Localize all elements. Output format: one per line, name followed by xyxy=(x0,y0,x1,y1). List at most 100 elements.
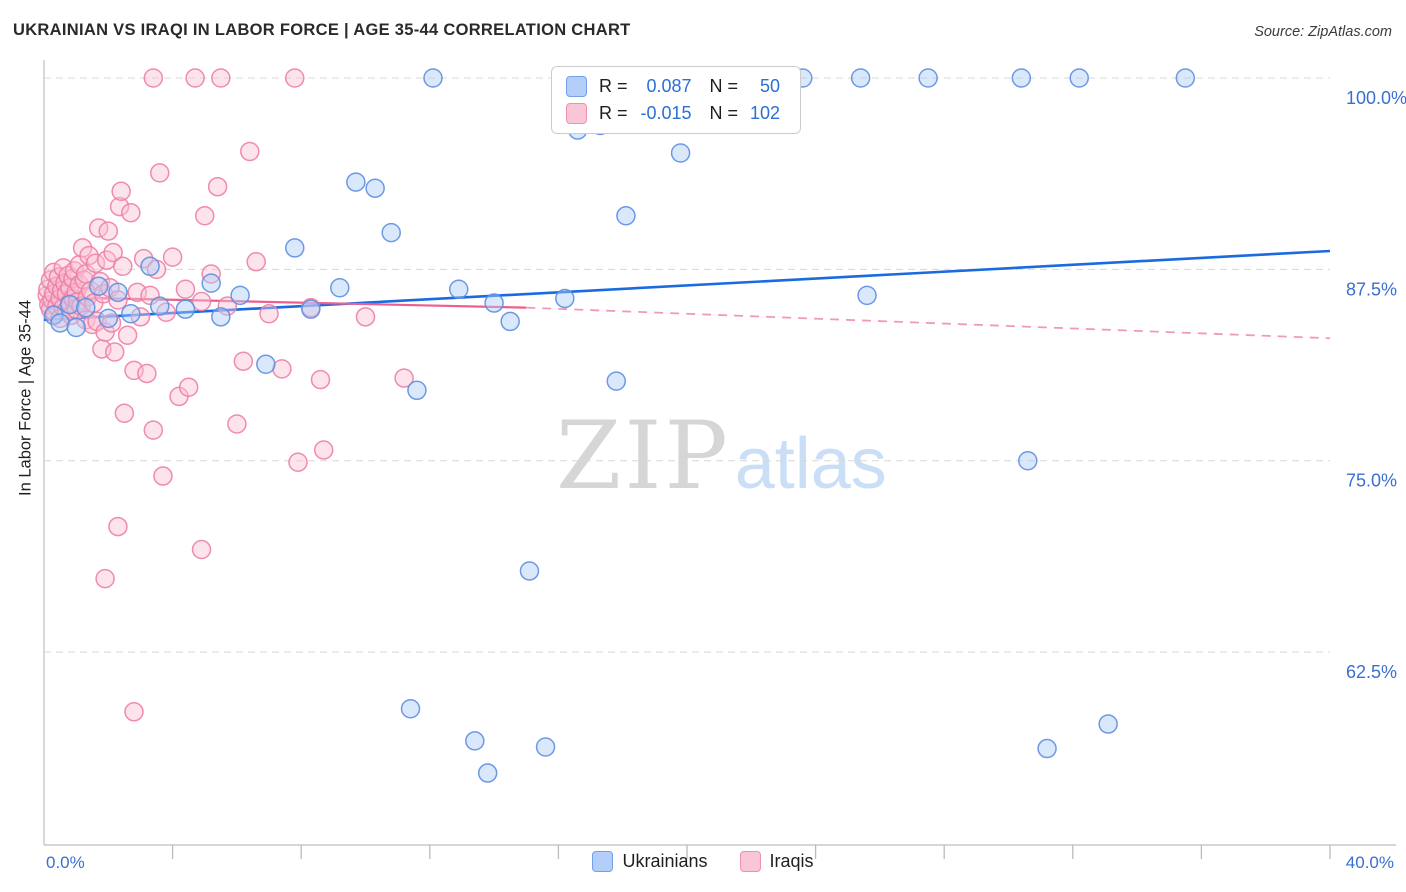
point-ukrainians[interactable] xyxy=(1037,738,1057,759)
point-ukrainians[interactable] xyxy=(59,294,80,315)
point-iraqis[interactable] xyxy=(108,290,128,310)
point-ukrainians[interactable] xyxy=(149,296,170,316)
point-iraqis[interactable] xyxy=(143,68,164,88)
point-ukrainians[interactable] xyxy=(175,299,196,319)
point-ukrainians[interactable] xyxy=(484,293,504,313)
point-iraqis[interactable] xyxy=(191,291,212,312)
legend-item-ukrainians[interactable]: Ukrainians xyxy=(592,851,708,872)
point-iraqis[interactable] xyxy=(124,702,144,722)
point-iraqis[interactable] xyxy=(114,403,135,424)
point-ukrainians[interactable] xyxy=(616,206,636,226)
point-iraqis[interactable] xyxy=(103,242,123,263)
point-iraqis[interactable] xyxy=(149,163,170,183)
point-iraqis[interactable] xyxy=(143,420,164,440)
point-iraqis[interactable] xyxy=(227,414,247,434)
point-ukrainians[interactable] xyxy=(1018,450,1038,471)
point-ukrainians[interactable] xyxy=(121,304,141,324)
point-iraqis[interactable] xyxy=(178,377,199,397)
point-ukrainians[interactable] xyxy=(500,311,520,332)
n-value: 102 xyxy=(749,103,781,123)
point-iraqis[interactable] xyxy=(394,368,414,388)
point-ukrainians[interactable] xyxy=(407,380,427,401)
point-ukrainians[interactable] xyxy=(211,307,231,327)
point-iraqis[interactable] xyxy=(109,196,130,217)
correlation-legend: R = 0.087 N = 50 R = -0.015 N = 102 xyxy=(551,66,802,134)
point-ukrainians[interactable] xyxy=(98,308,119,329)
point-ukrainians[interactable] xyxy=(670,143,691,163)
ukrainians-swatch[interactable] xyxy=(566,76,587,97)
point-ukrainians[interactable] xyxy=(301,299,321,319)
point-ukrainians[interactable] xyxy=(606,371,627,391)
point-iraqis[interactable] xyxy=(185,68,205,88)
point-ukrainians[interactable] xyxy=(857,285,877,306)
point-ukrainians[interactable] xyxy=(230,285,250,306)
point-ukrainians[interactable] xyxy=(88,276,109,296)
point-ukrainians[interactable] xyxy=(76,297,96,318)
point-iraqis[interactable] xyxy=(108,516,128,537)
point-ukrainians[interactable] xyxy=(477,763,498,783)
point-ukrainians[interactable] xyxy=(285,238,305,258)
point-iraqis[interactable] xyxy=(140,285,160,306)
point-iraqis[interactable] xyxy=(191,539,212,560)
point-ukrainians[interactable] xyxy=(519,561,540,581)
point-iraqis[interactable] xyxy=(104,342,125,362)
point-ukrainians[interactable] xyxy=(1011,68,1032,88)
point-iraqis[interactable] xyxy=(246,251,266,272)
point-iraqis[interactable] xyxy=(211,68,231,88)
point-iraqis[interactable] xyxy=(285,68,305,88)
point-iraqis[interactable] xyxy=(98,221,119,241)
point-iraqis[interactable] xyxy=(153,466,173,486)
point-iraqis[interactable] xyxy=(207,176,228,197)
point-ukrainians[interactable] xyxy=(850,68,871,88)
point-iraqis[interactable] xyxy=(310,369,331,390)
point-iraqis[interactable] xyxy=(217,296,238,316)
point-iraqis[interactable] xyxy=(113,256,133,277)
point-iraqis[interactable] xyxy=(313,440,334,460)
point-ukrainians[interactable] xyxy=(108,282,128,303)
point-ukrainians[interactable] xyxy=(66,317,86,338)
point-iraqis[interactable] xyxy=(240,141,260,162)
legend-item-iraqis[interactable]: Iraqis xyxy=(739,851,814,872)
point-ukrainians[interactable] xyxy=(140,256,160,277)
point-ukrainians[interactable] xyxy=(201,273,221,293)
point-iraqis[interactable] xyxy=(117,325,138,345)
point-iraqis[interactable] xyxy=(133,248,154,269)
point-iraqis[interactable] xyxy=(162,247,183,267)
n-value: 50 xyxy=(760,76,781,96)
point-ukrainians[interactable] xyxy=(1098,714,1118,734)
point-ukrainians[interactable] xyxy=(400,698,421,719)
point-ukrainians[interactable] xyxy=(448,279,469,300)
point-ukrainians[interactable] xyxy=(423,68,443,88)
point-iraqis[interactable] xyxy=(111,181,131,202)
point-iraqis[interactable] xyxy=(72,238,93,258)
point-ukrainians[interactable] xyxy=(50,313,70,333)
point-iraqis[interactable] xyxy=(272,359,292,379)
legend-label-ukrainians: Ukrainians xyxy=(622,851,708,871)
point-ukrainians[interactable] xyxy=(465,731,485,751)
point-ukrainians[interactable] xyxy=(1175,68,1196,88)
point-ukrainians[interactable] xyxy=(330,277,350,298)
point-ukrainians[interactable] xyxy=(918,68,938,88)
point-iraqis[interactable] xyxy=(288,452,308,473)
point-iraqis[interactable] xyxy=(87,311,107,332)
point-iraqis[interactable] xyxy=(233,351,254,371)
point-iraqis[interactable] xyxy=(121,202,141,223)
y-axis-title: In Labor Force | Age 35-44 xyxy=(16,300,35,496)
point-iraqis[interactable] xyxy=(175,279,196,300)
point-ukrainians[interactable] xyxy=(346,172,366,192)
point-ukrainians[interactable] xyxy=(535,737,556,757)
point-iraqis[interactable] xyxy=(355,307,376,327)
point-ukrainians[interactable] xyxy=(1069,68,1089,88)
point-ukrainians[interactable] xyxy=(256,354,276,375)
point-iraqis[interactable] xyxy=(79,245,99,266)
point-iraqis[interactable] xyxy=(85,253,106,273)
point-ukrainians[interactable] xyxy=(381,222,401,243)
point-iraqis[interactable] xyxy=(259,304,279,324)
iraqis-swatch[interactable] xyxy=(566,103,587,124)
point-ukrainians[interactable] xyxy=(43,305,64,326)
point-ukrainians[interactable] xyxy=(555,288,575,309)
point-iraqis[interactable] xyxy=(137,363,157,384)
point-iraqis[interactable] xyxy=(195,206,215,226)
point-ukrainians[interactable] xyxy=(365,178,385,198)
point-iraqis[interactable] xyxy=(95,568,115,589)
